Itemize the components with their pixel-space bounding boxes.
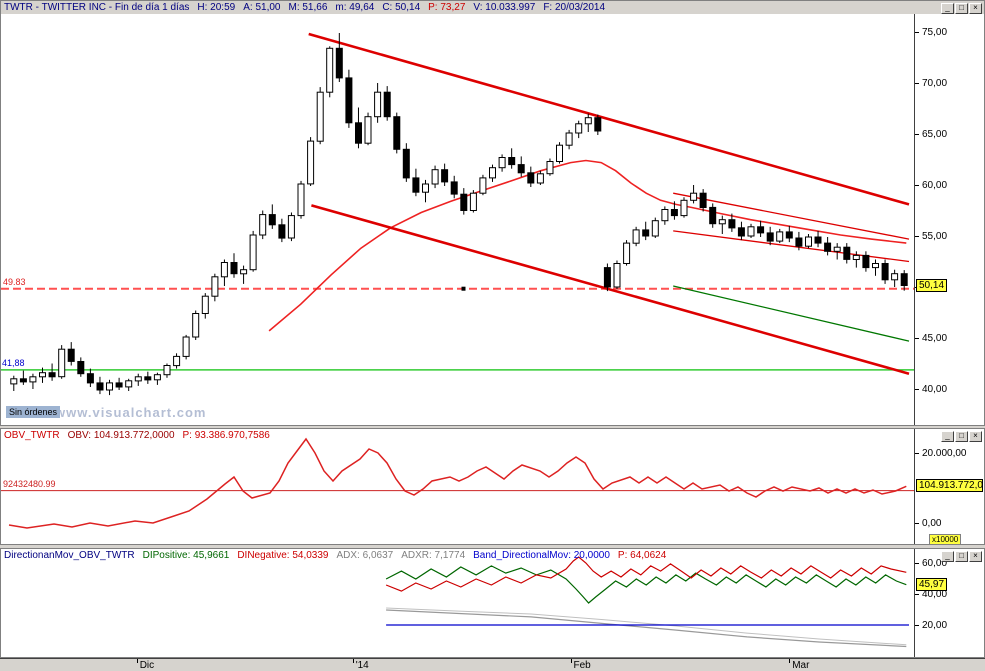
dm-tickmark — [915, 563, 919, 564]
title-segment: H: 20:59 — [197, 2, 236, 13]
price-tickmark — [915, 389, 919, 390]
restore-button[interactable]: □ — [955, 431, 968, 442]
month-label: Mar — [792, 660, 810, 671]
title-segment: P: 93.386.970,7586 — [182, 430, 270, 441]
month-label: Dic — [139, 660, 155, 671]
restore-button[interactable]: □ — [955, 551, 968, 562]
price-tickmark — [915, 185, 919, 186]
price-window-controls: _ □ × — [941, 3, 982, 14]
price-tickmark — [915, 134, 919, 135]
minimize-button[interactable]: _ — [941, 551, 954, 562]
close-button[interactable]: × — [969, 551, 982, 562]
month-tickmark — [136, 659, 138, 663]
dm-panel: DirectionanMov_OBV_TWTR DIPositive: 45,96… — [0, 548, 985, 658]
dm-axis[interactable]: 60,00 40,00 20,00 45,97 — [914, 549, 984, 657]
close-button[interactable]: × — [969, 3, 982, 14]
title-segment: P: 73,27 — [428, 2, 466, 13]
obv-window-controls: _ □ × — [941, 431, 982, 442]
title-segment: OBV: 104.913.772,0000 — [67, 430, 175, 441]
visualchart-watermark: www.visualchart.com — [55, 405, 207, 420]
obv-axis[interactable]: 20.000,00 0,00 104.913.772,0000 x10000 — [914, 429, 984, 545]
dm-panel-title: DirectionanMov_OBV_TWTR DIPositive: 45,96… — [1, 549, 914, 562]
restore-button[interactable]: □ — [955, 3, 968, 14]
price-tickmark — [915, 32, 919, 33]
obv-value-box: 104.913.772,0000 — [916, 479, 983, 493]
price-tickmark — [915, 83, 919, 84]
price-tick-label: 55,00 — [922, 231, 948, 242]
green-level-label: 41,88 — [2, 357, 25, 368]
obv-tick-label: 0,00 — [922, 518, 942, 529]
dm-tick-label: 60,00 — [922, 558, 948, 569]
dm-window-controls: _ □ × — [941, 551, 982, 562]
title-segment: A: 51,00 — [243, 2, 281, 13]
price-tick-label: 45,00 — [922, 333, 948, 344]
price-tick-label: 65,00 — [922, 129, 948, 140]
last-price-box: 50,14 — [916, 278, 948, 292]
month-tickmark — [789, 659, 791, 663]
title-segment: M: 51,66 — [288, 2, 328, 13]
obv-panel-title: OBV_TWTR OBV: 104.913.772,0000 P: 93.386.9… — [1, 429, 914, 442]
price-chart-canvas[interactable] — [1, 1, 916, 427]
minimize-button[interactable]: _ — [941, 431, 954, 442]
title-segment: C: 50,14 — [382, 2, 421, 13]
title-segment: Band_DirectionalMov: 20,0000 — [473, 550, 610, 561]
dm-tickmark — [915, 625, 919, 626]
price-panel: TWTR - TWITTER INC - Fin de día 1 días H:… — [0, 0, 985, 426]
obv-multiplier-label: x10000 — [929, 534, 962, 545]
price-tickmark — [915, 338, 919, 339]
title-segment: m: 49,64 — [335, 2, 375, 13]
dm-tick-label: 40,00 — [922, 589, 948, 600]
title-segment: DINegative: 54,0339 — [237, 550, 329, 561]
price-tick-label: 70,00 — [922, 78, 948, 89]
price-axis[interactable]: 75,0070,0065,0060,0055,0050,0045,0040,00… — [914, 1, 984, 425]
obv-panel: OBV_TWTR OBV: 104.913.772,0000 P: 93.386.9… — [0, 428, 985, 545]
dm-chart-canvas[interactable] — [1, 549, 916, 659]
title-segment: ADX: 6,0637 — [336, 550, 394, 561]
month-label: '14 — [355, 660, 369, 671]
month-label: Feb — [573, 660, 591, 671]
time-axis[interactable]: Dic '14 Feb Mar — [0, 658, 985, 671]
title-segment: P: 64,0624 — [617, 550, 667, 561]
dm-value-box: 45,97 — [916, 577, 948, 591]
title-segment: DirectionanMov_OBV_TWTR — [4, 550, 135, 561]
minimize-button[interactable]: _ — [941, 3, 954, 14]
obv-tick-label: 20.000,00 — [922, 448, 967, 459]
title-segment: ADXR: 7,1774 — [401, 550, 466, 561]
month-tickmark — [352, 659, 354, 663]
obv-chart-canvas[interactable] — [1, 429, 916, 546]
price-tick-label: 75,00 — [922, 27, 948, 38]
month-tickmark — [570, 659, 572, 663]
title-segment: OBV_TWTR — [4, 430, 60, 441]
dm-tickmark — [915, 594, 919, 595]
obv-level-label: 92432480.99 — [3, 478, 56, 489]
title-segment: TWTR - TWITTER INC - Fin de día 1 días — [4, 2, 190, 13]
dashed-level-label: 49.83 — [3, 276, 26, 287]
price-panel-title: TWTR - TWITTER INC - Fin de día 1 días H:… — [1, 1, 984, 14]
title-segment: DIPositive: 45,9661 — [142, 550, 230, 561]
close-button[interactable]: × — [969, 431, 982, 442]
title-segment: V: 10.033.997 — [473, 2, 536, 13]
obv-tickmark — [915, 453, 919, 454]
title-segment: F: 20/03/2014 — [543, 2, 606, 13]
price-tickmark — [915, 236, 919, 237]
price-tick-label: 60,00 — [922, 180, 948, 191]
obv-tickmark — [915, 523, 919, 524]
dm-tick-label: 20,00 — [922, 620, 948, 631]
price-tick-label: 40,00 — [922, 384, 948, 395]
no-orders-status: Sin órdenes — [6, 406, 61, 418]
